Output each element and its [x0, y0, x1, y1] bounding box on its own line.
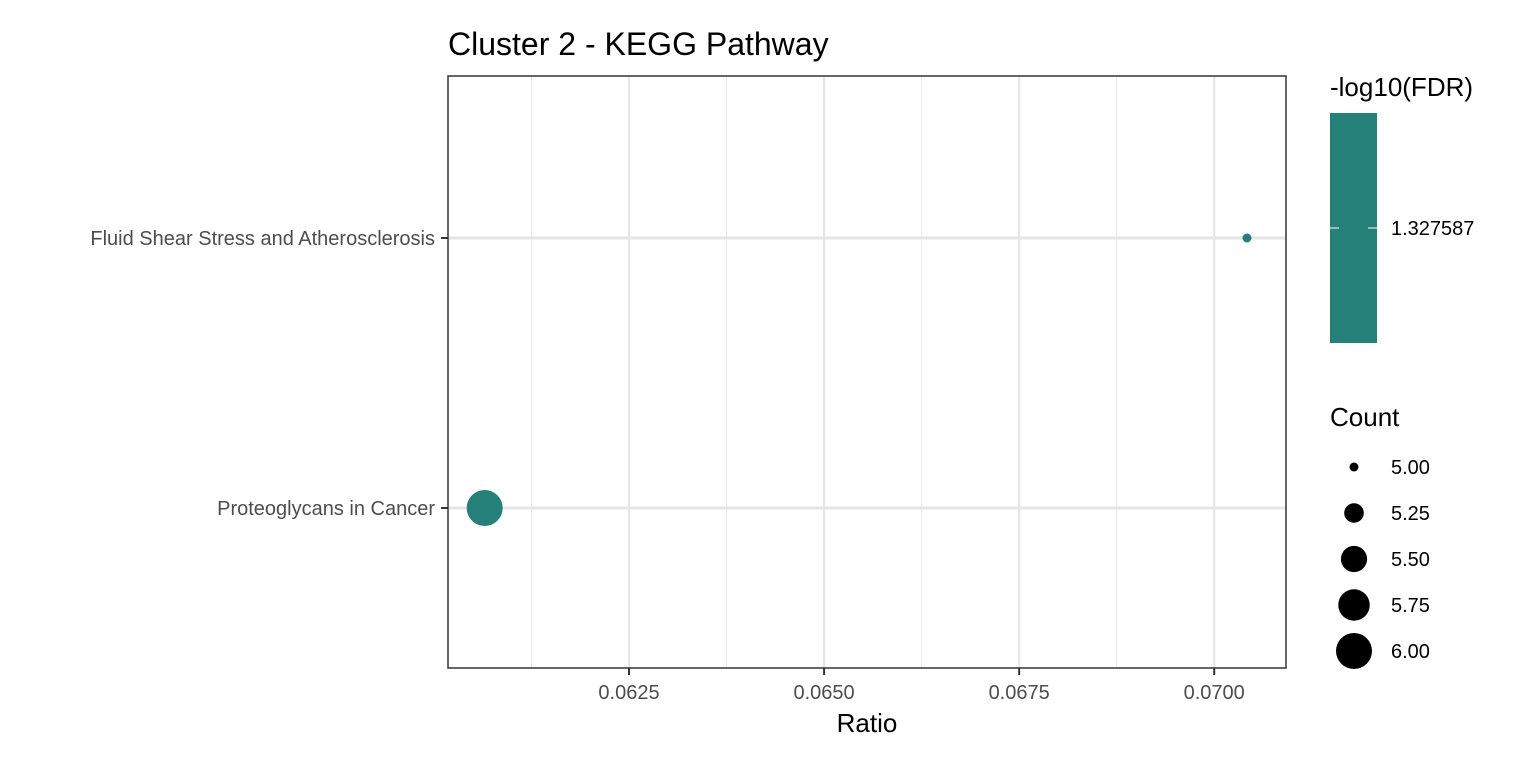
size-key-label: 6.00 [1391, 641, 1430, 663]
size-key-dot [1338, 589, 1370, 621]
size-legend: Count 5.00 5.25 5.50 5.75 6.00 [1330, 402, 1430, 669]
color-legend-title: -log10(FDR) [1330, 72, 1473, 102]
plot-border [447, 75, 1287, 669]
color-legend: -log10(FDR) 1.327587 [1330, 72, 1474, 343]
chart-title: Cluster 2 - KEGG Pathway [448, 26, 829, 62]
x-axis: 0.0625 0.0650 0.0675 0.0700 [598, 668, 1245, 704]
x-tick-label: 0.0675 [989, 682, 1050, 704]
y-tick-label: Proteoglycans in Cancer [217, 498, 435, 520]
size-key-label: 5.00 [1391, 457, 1430, 479]
colorbar-label: 1.327587 [1391, 218, 1474, 240]
size-key-label: 5.50 [1391, 549, 1430, 571]
size-key-label: 5.75 [1391, 595, 1430, 617]
points-layer [466, 233, 1252, 526]
x-tick-label: 0.0650 [793, 682, 854, 704]
size-legend-title: Count [1330, 402, 1400, 432]
size-key-dot [1336, 633, 1372, 669]
size-key-label: 5.25 [1391, 503, 1430, 525]
size-key-dot [1340, 545, 1368, 573]
plot-background [448, 76, 1286, 668]
data-point [466, 490, 503, 526]
size-key-dot [1344, 503, 1364, 523]
plot-panel [447, 75, 1287, 669]
x-tick-label: 0.0700 [1184, 682, 1245, 704]
size-key-dot [1349, 462, 1359, 472]
x-axis-title: Ratio [837, 708, 898, 738]
y-axis: Fluid Shear Stress and Atherosclerosis Pr… [90, 228, 448, 520]
y-tick-label: Fluid Shear Stress and Atherosclerosis [90, 228, 435, 250]
data-point [1242, 233, 1252, 243]
x-tick-label: 0.0625 [598, 682, 659, 704]
